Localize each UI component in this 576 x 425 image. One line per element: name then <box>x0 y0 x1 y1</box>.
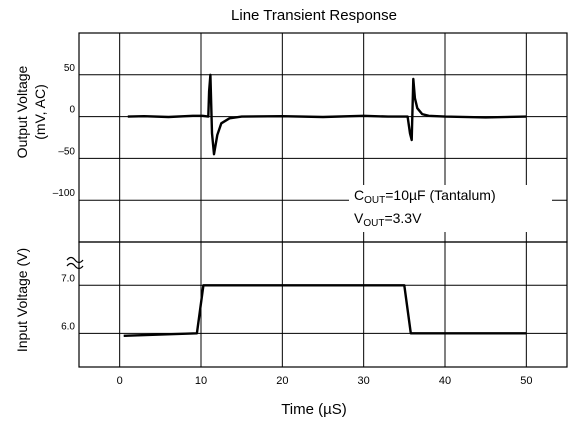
annotation-vout-sub: OUT <box>363 218 384 229</box>
axis-break-icon <box>66 256 84 270</box>
annotation-cout-prefix: C <box>354 187 364 203</box>
output-series <box>127 73 527 156</box>
input-y-tick-label: 6.0 <box>61 321 75 332</box>
output-ylabel-line2: (mV, AC) <box>32 84 48 140</box>
input-ylabel: Input Voltage (V) <box>14 248 30 352</box>
annotation-cout: COUT=10µF (Tantalum) <box>354 187 496 206</box>
input-y-ticks: 7.0 6.0 <box>61 273 75 332</box>
input-plot-frame <box>78 241 568 368</box>
output-ylabel-line1: Output Voltage <box>14 65 30 158</box>
annotation-vout: VOUT=3.3V <box>354 210 422 229</box>
x-tick-label: 30 <box>358 375 370 387</box>
x-tick-label: 20 <box>276 375 288 387</box>
annotation-box: COUT=10µF (Tantalum) VOUT=3.3V <box>349 185 552 232</box>
input-series <box>123 284 527 337</box>
annotation-vout-prefix: V <box>354 210 364 226</box>
x-tick-label: 10 <box>195 375 207 387</box>
input-y-tick-label: 7.0 <box>61 273 75 284</box>
x-axis-label: Time (µS) <box>281 401 347 418</box>
output-waveform-line <box>127 73 527 156</box>
chart-title: Line Transient Response <box>231 7 397 24</box>
x-tick-label: 40 <box>439 375 451 387</box>
annotation-vout-text: =3.3V <box>384 210 422 226</box>
input-waveform-line <box>123 284 527 337</box>
x-tick-label: 50 <box>520 375 532 387</box>
output-y-ticks: 50 0 –50 –100 <box>53 63 76 199</box>
input-panel: 7.0 6.0 Input Voltage (V) <box>14 241 568 368</box>
x-tick-labels: 0 10 20 30 40 50 <box>117 375 533 387</box>
output-y-tick-label: 0 <box>69 105 75 116</box>
annotation-cout-text: =10µF (Tantalum) <box>385 187 495 203</box>
axis-break-wave-top <box>66 256 84 264</box>
x-tick-label: 0 <box>117 375 123 387</box>
input-grid <box>79 242 567 367</box>
output-y-tick-label: –50 <box>58 146 75 157</box>
output-y-tick-label: –100 <box>53 188 76 199</box>
annotation-background <box>349 185 552 232</box>
output-panel: 500–50–100 Output Voltage (mV, AC) COUT=… <box>14 32 568 243</box>
annotation-cout-sub: OUT <box>364 195 385 206</box>
axis-break-wave-bottom <box>66 262 84 270</box>
output-y-tick-label: 50 <box>64 63 76 74</box>
